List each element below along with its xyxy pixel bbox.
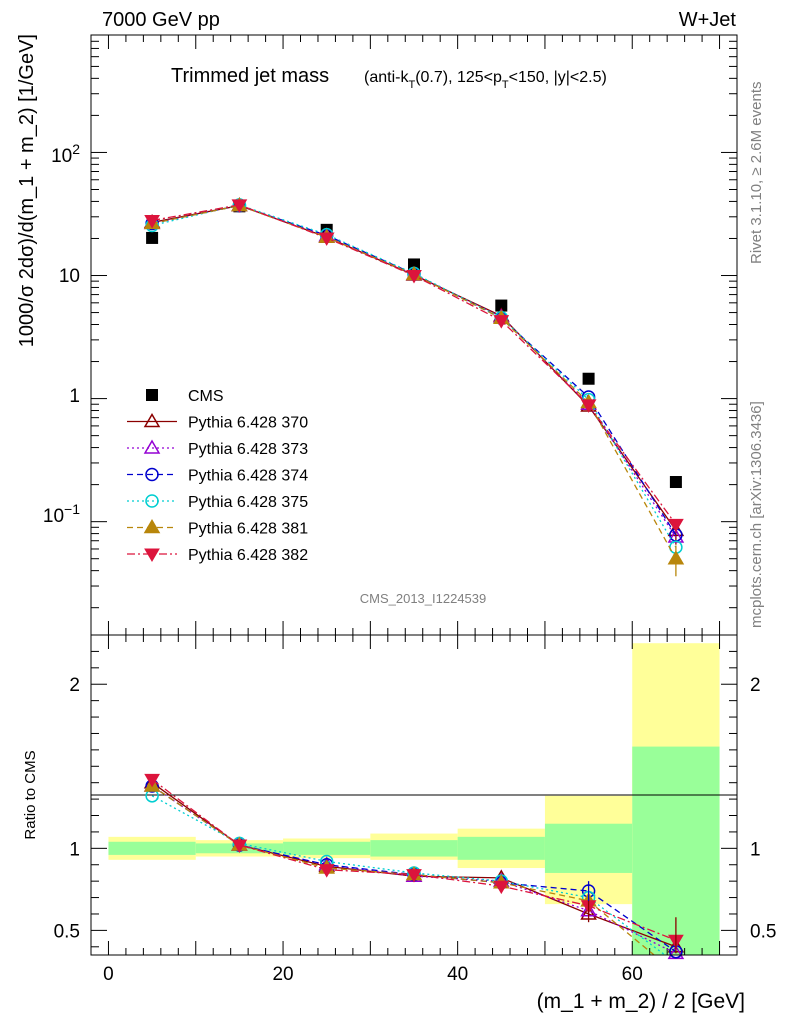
legend-entry: Pythia 6.428 382 (127, 547, 308, 564)
ratio-y-tick-labels: 0.5 0.5 1 1 2 2 (54, 675, 777, 942)
legend-entry: CMS (146, 388, 224, 405)
ratio-point (144, 773, 160, 788)
data-point (231, 199, 248, 213)
ratio-y-tick-label-right: 1 (750, 839, 761, 860)
ratio-error-bars (587, 881, 677, 954)
legend-entry: Pythia 6.428 381 (127, 519, 308, 538)
legend-entry: Pythia 6.428 370 (127, 413, 308, 432)
title-main: Trimmed jet mass (171, 65, 329, 87)
ratio-y-tick-label: 0.5 (54, 921, 80, 942)
legend-label: Pythia 6.428 382 (188, 547, 308, 564)
legend-label: Pythia 6.428 375 (188, 494, 308, 511)
ratio-axis-ticks (91, 635, 737, 955)
series-line (151, 204, 677, 536)
ratio-y-tick-label: 2 (69, 675, 80, 696)
data-point (667, 550, 685, 565)
y-tick-label-0.1: 10−1 (43, 501, 80, 527)
main-panel-series (143, 197, 685, 577)
process-label: W+Jet (679, 9, 737, 31)
energy-label: 7000 GeV pp (102, 9, 220, 31)
ratio-point (406, 869, 422, 883)
ratio-panel-bands (108, 643, 720, 955)
y-tick-label-100: 102 (51, 141, 80, 167)
main-axis-ticks (91, 34, 737, 635)
data-point (667, 528, 685, 543)
ratio-panel-series (143, 773, 685, 960)
x-tick-label: 40 (447, 964, 468, 985)
uncertainty-band-green (370, 840, 458, 857)
data-point (580, 399, 597, 413)
series-pythia-6.428-382 (144, 199, 684, 533)
ratio-point (318, 864, 335, 878)
ratio-y-tick-label-right: 0.5 (750, 921, 776, 942)
legend-label: Pythia 6.428 374 (188, 468, 308, 485)
legend-label: Pythia 6.428 373 (188, 441, 308, 458)
series-pythia-6.428-374 (145, 198, 683, 542)
series-line (151, 204, 677, 538)
ratio-point (231, 839, 248, 854)
legend-marker (145, 494, 159, 508)
main-panel-frame (90, 34, 738, 636)
ratio-y-axis-label: Ratio to CMS (22, 750, 39, 839)
legend-marker (143, 519, 161, 534)
uncertainty-band-green (544, 823, 633, 873)
uncertainty-band-green (108, 841, 196, 855)
mcplots-label: mcplots.cern.ch [arXiv:1306.3436] (748, 401, 765, 628)
chart-title: Trimmed jet mass (anti-kT(0.7), 125<pT<1… (171, 65, 607, 91)
legend-marker (143, 439, 161, 454)
legend-label: CMS (188, 388, 224, 405)
y-tick-label-1: 1 (69, 386, 80, 407)
data-point (582, 372, 595, 385)
data-point (144, 214, 160, 229)
data-point (668, 518, 684, 533)
legend-marker (145, 467, 159, 482)
x-axis-label: (m_1 + m_2) / 2 [GeV] (537, 990, 745, 1013)
main-y-tick-labels: 102 10 1 10−1 (43, 141, 80, 527)
analysis-id: CMS_2013_I1224539 (360, 591, 487, 606)
legend-entry: Pythia 6.428 374 (127, 468, 308, 485)
main-y-axis-label: 1000/σ 2dσ)/d(m_1 + m_2) [1/GeV] (16, 34, 38, 347)
uncertainty-band-green (283, 841, 371, 855)
ratio-panel-frame (90, 634, 738, 956)
data-point (669, 476, 682, 489)
ratio-y-tick-label: 1 (69, 839, 80, 860)
uncertainty-band-green (457, 836, 545, 860)
data-point (406, 270, 422, 284)
legend-marker (144, 548, 160, 562)
legend-entry: Pythia 6.428 373 (127, 439, 308, 458)
x-tick-label: 60 (622, 964, 643, 985)
legend-label: Pythia 6.428 381 (188, 521, 308, 538)
legend-marker (146, 389, 158, 401)
y-tick-label-10: 10 (59, 266, 80, 287)
legend-marker (143, 413, 161, 428)
data-point (493, 315, 510, 329)
x-tick-label: 0 (103, 964, 114, 985)
data-point (146, 231, 159, 244)
ratio-point (493, 880, 510, 895)
legend-label: Pythia 6.428 370 (188, 415, 308, 432)
legend-entry: Pythia 6.428 375 (127, 494, 308, 511)
title-detail: (anti-kT(0.7), 125<pT<150, |y|<2.5) (364, 69, 607, 91)
series-pythia-6.428-370 (143, 197, 685, 545)
ratio-y-tick-label-right: 2 (750, 675, 761, 696)
data-point (495, 299, 508, 312)
x-tick-label: 20 (272, 964, 293, 985)
data-point (318, 232, 335, 246)
legend: CMS Pythia 6.428 370 Pythia 6.428 373 Pythi… (127, 388, 308, 564)
series-pythia-6.428-373 (143, 197, 685, 543)
rivet-version-label: Rivet 3.1.10, ≥ 2.6M events (748, 82, 765, 265)
x-tick-labels: 0 20 40 60 (103, 964, 643, 985)
